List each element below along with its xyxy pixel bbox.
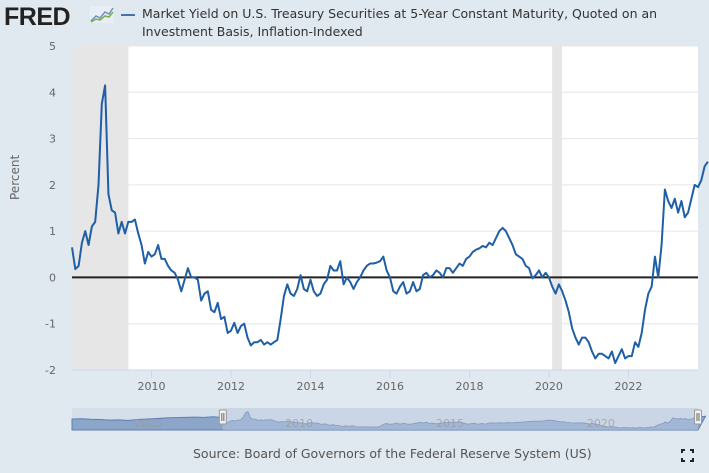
legend-swatch: [121, 14, 135, 16]
y-tick-label: 2: [49, 179, 56, 192]
recession-band: [72, 46, 129, 370]
series-title: Market Yield on U.S. Treasury Securities…: [142, 6, 658, 39]
x-tick-label: 2018: [455, 380, 483, 393]
navigator-tick-label: 2020: [587, 417, 615, 430]
plot-area: [72, 46, 698, 370]
x-tick-label: 2010: [137, 380, 165, 393]
series-line: [71, 84, 709, 365]
y-axis-label: Percent: [8, 154, 22, 200]
y-tick-label: 1: [49, 225, 56, 238]
navigator-tick-label: 2010: [285, 417, 313, 430]
navigator-handle[interactable]: [218, 409, 227, 425]
navigator-selection: [222, 408, 698, 430]
recession-band: [552, 46, 563, 370]
navigator-tick-label: 2015: [436, 417, 464, 430]
y-tick-label: 3: [49, 133, 56, 146]
navigator-tick-label: 2005: [134, 417, 162, 430]
x-tick-label: 2020: [535, 380, 563, 393]
fullscreen-icon[interactable]: [681, 449, 694, 462]
x-tick-label: 2014: [296, 380, 324, 393]
y-tick-label: 5: [49, 40, 56, 53]
y-tick-label: -2: [45, 364, 56, 377]
x-tick-label: 2016: [376, 380, 404, 393]
y-tick-label: 4: [49, 86, 56, 99]
chart-line-icon: [90, 6, 114, 23]
y-tick-label: 0: [49, 271, 56, 284]
fred-logo[interactable]: FRED: [4, 3, 71, 31]
source-note: Source: Board of Governors of the Federa…: [193, 446, 592, 461]
x-tick-label: 2012: [217, 380, 245, 393]
y-tick-label: -1: [45, 318, 56, 331]
navigator-series: [71, 411, 707, 431]
x-tick-label: 2022: [614, 380, 642, 393]
navigator-handle[interactable]: [694, 409, 702, 425]
